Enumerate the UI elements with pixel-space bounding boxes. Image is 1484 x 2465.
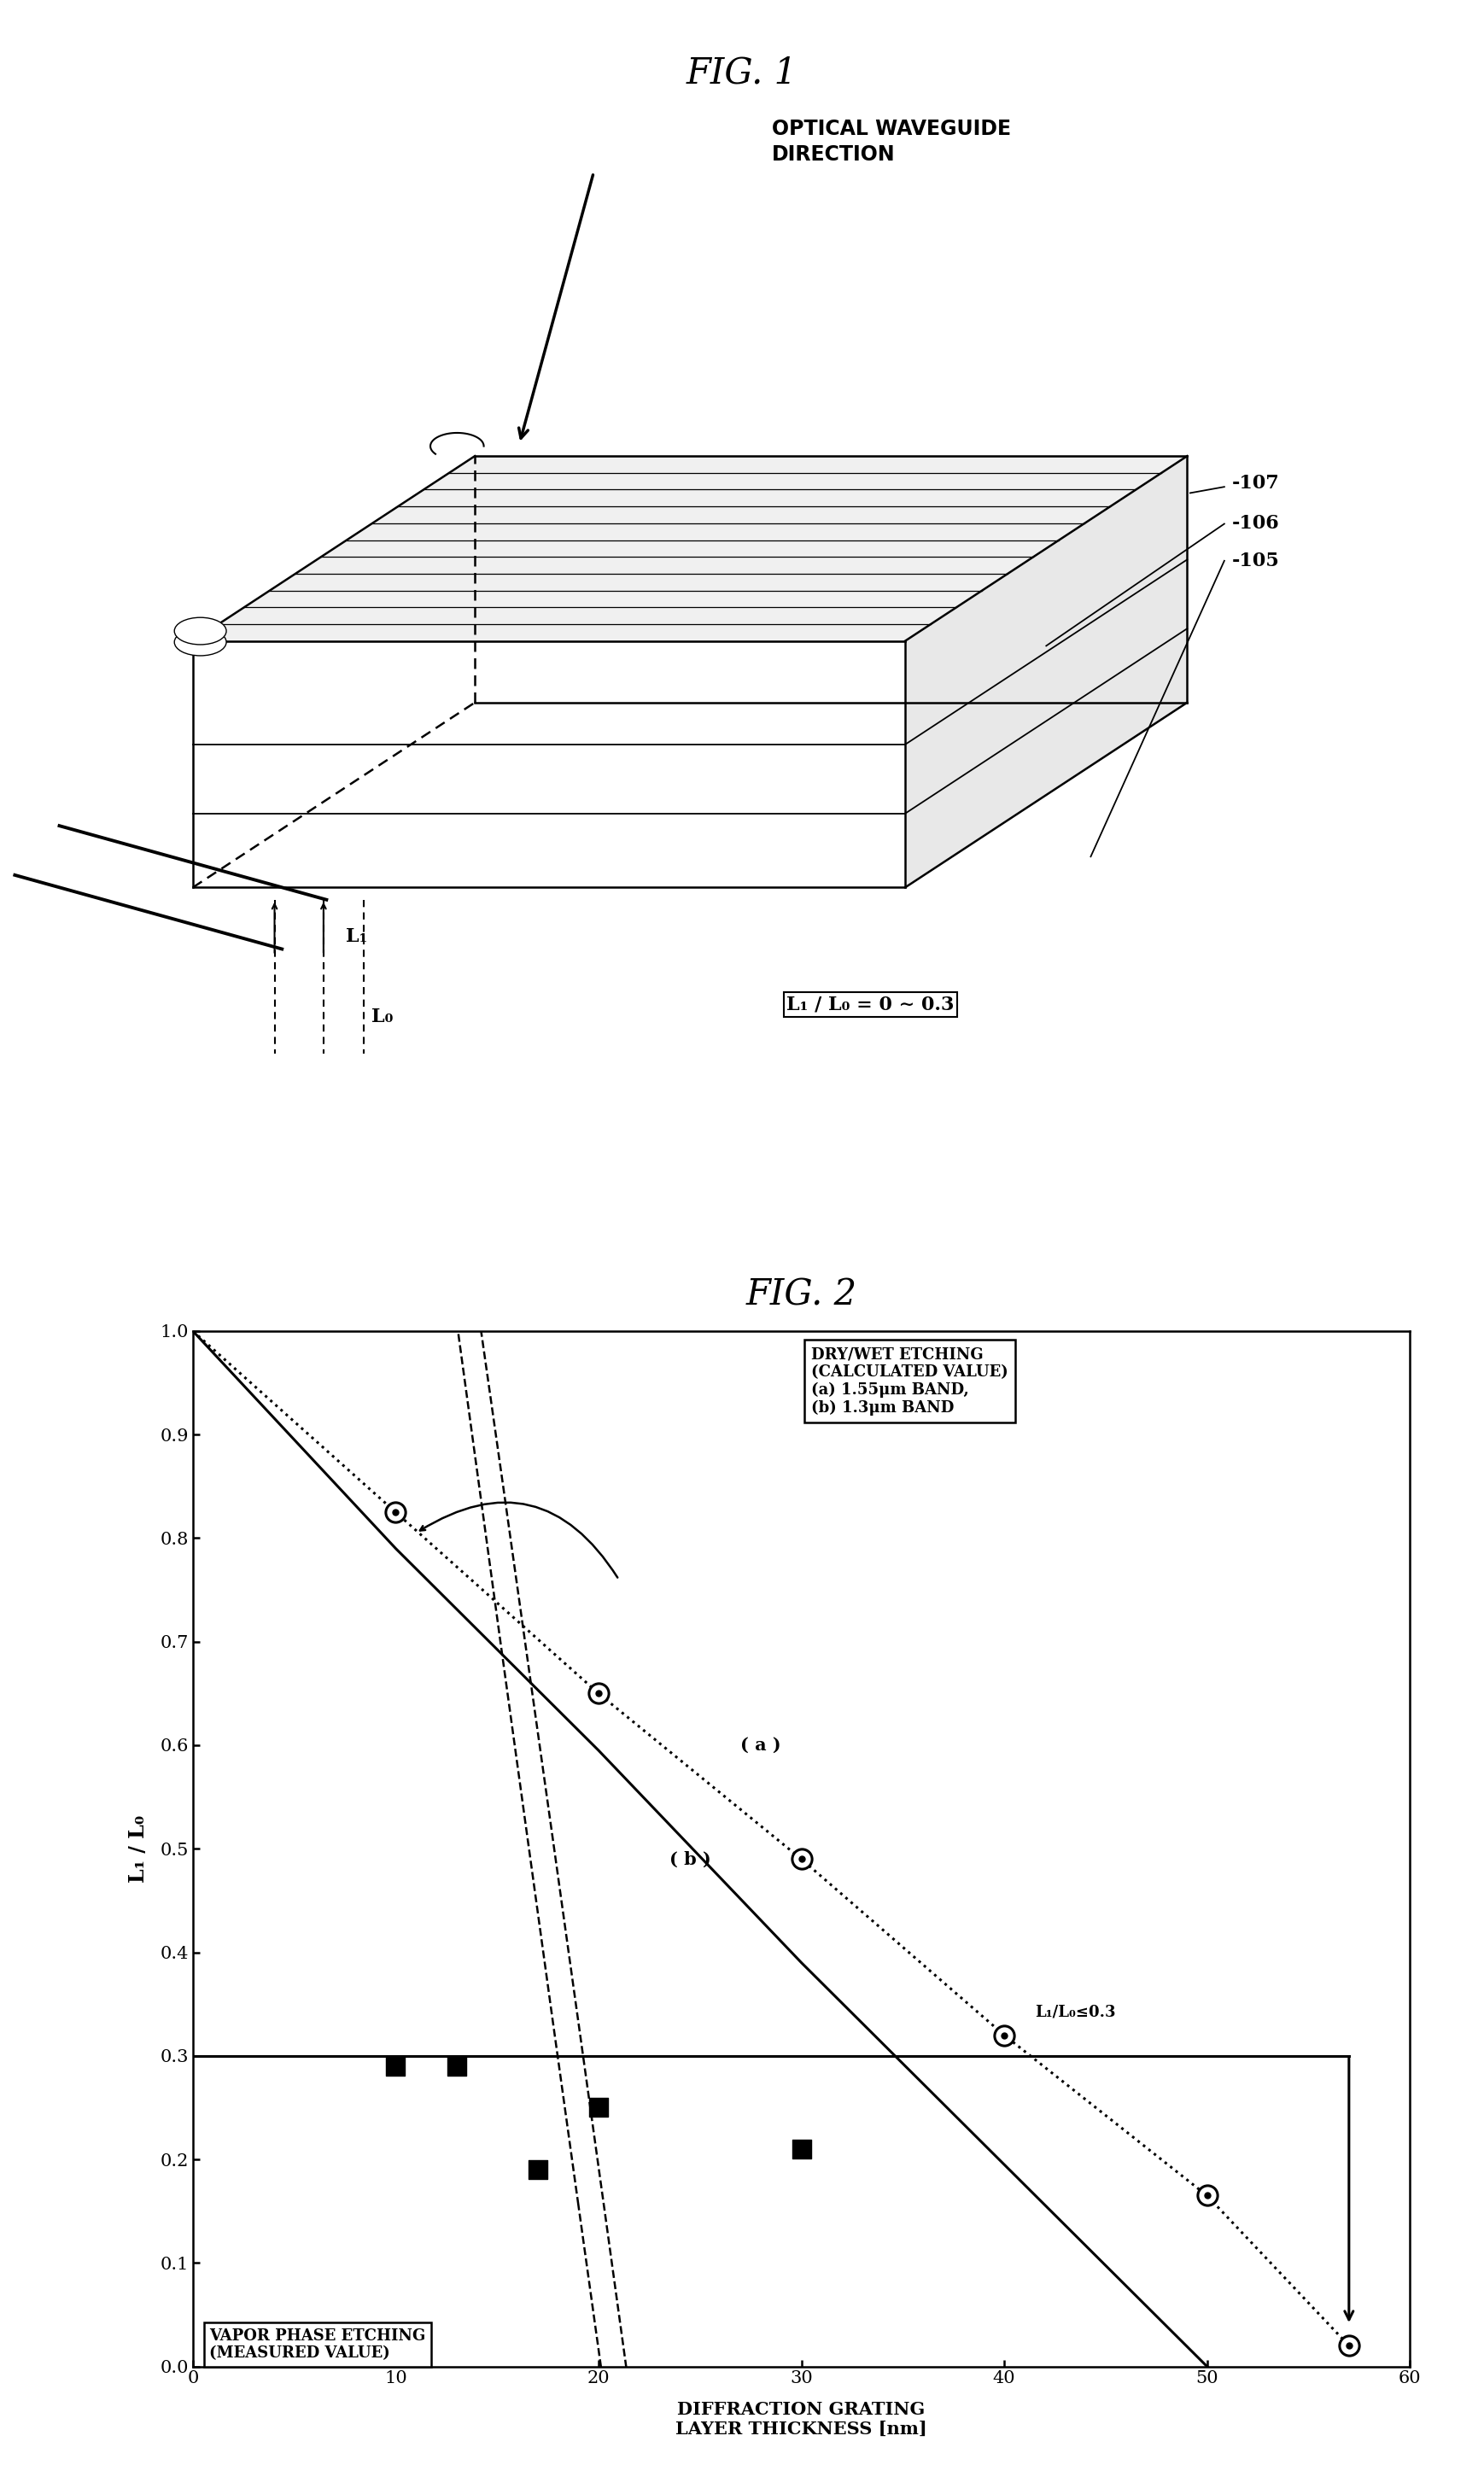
Text: OPTICAL WAVEGUIDE
DIRECTION: OPTICAL WAVEGUIDE DIRECTION bbox=[772, 118, 1011, 165]
Point bbox=[586, 1674, 610, 1713]
Polygon shape bbox=[905, 456, 1187, 887]
Text: -106: -106 bbox=[1232, 515, 1279, 532]
Point bbox=[789, 2130, 813, 2169]
Point bbox=[586, 1730, 610, 1770]
Text: L₁: L₁ bbox=[346, 927, 368, 947]
Point bbox=[1337, 2327, 1361, 2366]
Point bbox=[1195, 2177, 1218, 2216]
Point bbox=[525, 2149, 549, 2189]
Ellipse shape bbox=[175, 629, 226, 656]
Point bbox=[384, 2046, 408, 2085]
Point bbox=[993, 2145, 1017, 2184]
Point bbox=[789, 1839, 813, 1878]
Point bbox=[384, 1528, 408, 1568]
Text: L₁ / L₀ = 0 ∼ 0.3: L₁ / L₀ = 0 ∼ 0.3 bbox=[787, 996, 954, 1013]
Point bbox=[384, 1494, 408, 1533]
Point bbox=[586, 2088, 610, 2127]
Point bbox=[445, 2046, 469, 2085]
Point bbox=[384, 1494, 408, 1533]
Point bbox=[586, 1674, 610, 1713]
Text: FIG. 1: FIG. 1 bbox=[687, 54, 797, 91]
Text: -107: -107 bbox=[1232, 473, 1279, 493]
Point bbox=[1195, 2177, 1218, 2216]
Point bbox=[1337, 2327, 1361, 2366]
Point bbox=[789, 1839, 813, 1878]
Ellipse shape bbox=[175, 619, 226, 643]
Y-axis label: L₁ / L₀: L₁ / L₀ bbox=[128, 1814, 148, 1883]
Polygon shape bbox=[193, 641, 905, 887]
Text: VAPOR PHASE ETCHING
(MEASURED VALUE): VAPOR PHASE ETCHING (MEASURED VALUE) bbox=[209, 2327, 426, 2361]
Polygon shape bbox=[193, 456, 1187, 641]
Text: L₁/L₀≤0.3: L₁/L₀≤0.3 bbox=[1034, 2004, 1116, 2019]
Point bbox=[993, 2016, 1017, 2056]
Point bbox=[993, 2016, 1017, 2056]
Point bbox=[789, 1942, 813, 1982]
Title: FIG. 2: FIG. 2 bbox=[746, 1277, 856, 1314]
Text: ( a ): ( a ) bbox=[741, 1738, 781, 1753]
X-axis label: DIFFRACTION GRATING
LAYER THICKNESS [nm]: DIFFRACTION GRATING LAYER THICKNESS [nm] bbox=[675, 2401, 928, 2438]
Text: -105: -105 bbox=[1232, 552, 1279, 569]
Text: DRY/WET ETCHING
(CALCULATED VALUE)
(a) 1.55μm BAND,
(b) 1.3μm BAND: DRY/WET ETCHING (CALCULATED VALUE) (a) 1… bbox=[812, 1346, 1009, 1415]
Text: ( b ): ( b ) bbox=[669, 1851, 711, 1868]
Point bbox=[1195, 2347, 1218, 2386]
Text: L₀: L₀ bbox=[371, 1008, 393, 1025]
